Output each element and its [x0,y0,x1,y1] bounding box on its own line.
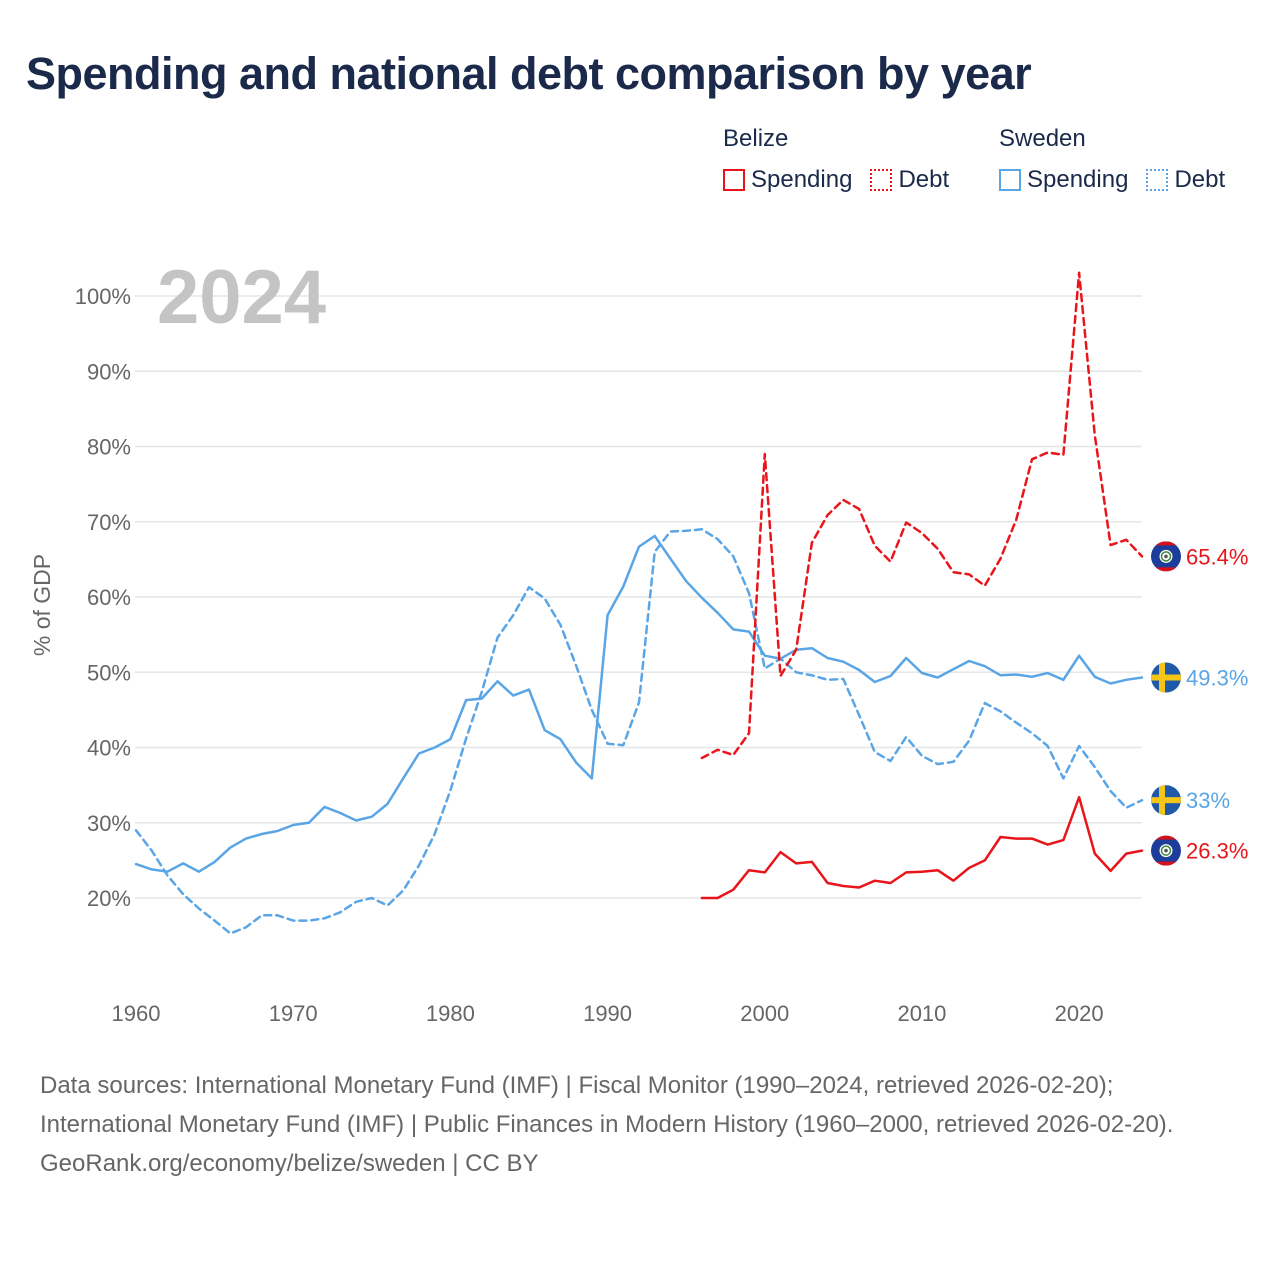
legend-belize-spending-swatch[interactable] [723,169,745,191]
y-tick-label: 80% [87,435,131,460]
legend-belize-debt-label[interactable]: Debt [898,166,950,193]
x-tick-label: 1970 [269,1001,318,1026]
belize-spending-end-label: 26.3% [1186,839,1248,864]
y-tick-label: 30% [87,811,131,836]
legend-belize-spending-label[interactable]: Spending [751,166,853,193]
belize-debt-end-label: 65.4% [1186,544,1248,569]
y-axis-label: % of GDP [29,554,55,656]
sweden-debt-line[interactable] [134,528,1144,935]
credit-link[interactable]: GeoRank.org/economy/belize/sweden | CC B… [40,1150,539,1177]
legend-sweden-spending-label[interactable]: Spending [1027,166,1129,193]
belize-flag-icon [1151,835,1181,866]
chart-title: Spending and national debt comparison by… [26,48,1032,99]
sweden-spending-end-label: 49.3% [1186,666,1248,691]
x-tick-label: 1960 [112,1001,161,1026]
legend-sweden-debt-swatch[interactable] [1146,169,1169,191]
gridlines [135,295,1142,899]
y-tick-label: 60% [87,585,131,610]
y-tick-label: 20% [87,886,131,911]
x-tick-label: 2010 [897,1001,946,1026]
y-tick-labels: 20% 30% 40% 50% 60% 70% 80% 90% 100% [75,284,131,911]
x-tick-label: 1990 [583,1001,632,1026]
belize-debt-line[interactable] [700,271,1144,760]
legend-sweden-spending-swatch[interactable] [999,169,1021,191]
sweden-debt-end-label: 33% [1186,788,1230,813]
footer: Data sources: International Monetary Fun… [40,1066,1240,1183]
sweden-flag-icon [1151,785,1181,816]
x-tick-label: 1980 [426,1001,475,1026]
legend-belize: Belize Spending Debt [723,124,967,194]
legend-sweden: Sweden Spending Debt [999,124,1243,194]
sweden-flag-icon [1151,662,1181,693]
y-tick-label: 100% [75,284,131,309]
y-tick-label: 90% [87,359,131,384]
y-tick-label: 70% [87,510,131,535]
legend-belize-debt-swatch[interactable] [870,169,893,191]
series-lines [134,271,1144,935]
year-label: 2024 [157,255,326,340]
y-tick-label: 40% [87,736,131,761]
x-tick-label: 2020 [1055,1001,1104,1026]
x-tick-label: 2000 [740,1001,789,1026]
x-tick-labels: 1960 1970 1980 1990 2000 2010 2020 [112,1001,1104,1026]
legend-belize-title: Belize [723,125,789,152]
chart-area: 20% 30% 40% 50% 60% 70% 80% 90% 100% 1960 1970 198… [29,255,1248,1026]
end-markers: 49.3% 33% 26.3% 65.4% [1151,541,1248,866]
belize-flag-icon [1151,541,1181,572]
y-tick-label: 50% [87,660,131,685]
legend-sweden-title: Sweden [999,125,1086,152]
data-sources: Data sources: International Monetary Fun… [40,1072,1174,1138]
belize-spending-line[interactable] [700,795,1144,900]
legend-sweden-debt-label: Debt [1174,166,1226,193]
sweden-spending-line[interactable] [134,534,1144,873]
